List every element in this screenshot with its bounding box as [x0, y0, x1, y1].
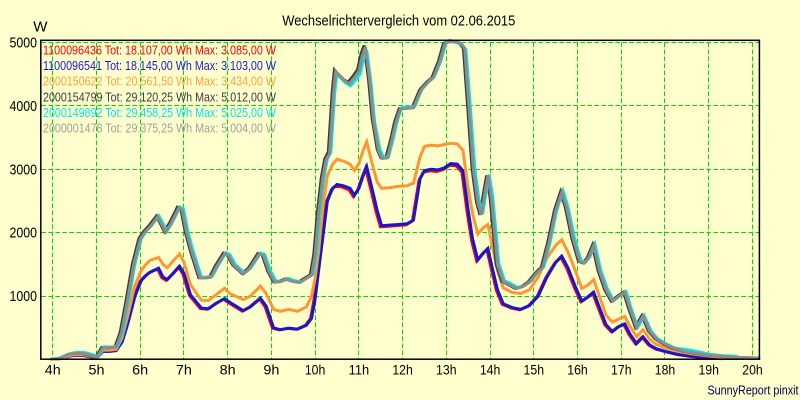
- svg-text:17h: 17h: [611, 362, 632, 378]
- svg-text:5h: 5h: [89, 362, 105, 378]
- svg-text:10h: 10h: [305, 362, 326, 378]
- svg-text:2000150622 Tot: 20.561,50 Wh M: 2000150622 Tot: 20.561,50 Wh Max: 3.434,…: [43, 75, 276, 89]
- svg-text:14h: 14h: [480, 362, 501, 378]
- svg-text:4000: 4000: [10, 98, 38, 115]
- svg-text:5000: 5000: [10, 35, 38, 52]
- svg-text:2000001478 Tot: 29.375,25 Wh M: 2000001478 Tot: 29.375,25 Wh Max: 5.004,…: [43, 122, 276, 136]
- svg-text:8h: 8h: [220, 362, 236, 378]
- svg-text:4h: 4h: [45, 362, 61, 378]
- svg-text:19h: 19h: [698, 362, 719, 378]
- svg-text:SunnyReport pinxit: SunnyReport pinxit: [708, 383, 799, 398]
- svg-text:2000: 2000: [10, 225, 38, 242]
- svg-text:2000149892 Tot: 29.458,25 Wh M: 2000149892 Tot: 29.458,25 Wh Max: 5.025,…: [43, 106, 276, 120]
- svg-text:1100096436 Tot: 18.107,00 Wh M: 1100096436 Tot: 18.107,00 Wh Max: 3.085,…: [43, 44, 276, 58]
- svg-text:16h: 16h: [567, 362, 588, 378]
- svg-text:2000154799 Tot: 29.120,25 Wh M: 2000154799 Tot: 29.120,25 Wh Max: 5.012,…: [43, 90, 276, 104]
- svg-text:15h: 15h: [524, 362, 545, 378]
- svg-text:W: W: [33, 19, 48, 36]
- svg-text:1100096541 Tot: 18.145,00 Wh M: 1100096541 Tot: 18.145,00 Wh Max: 3.103,…: [43, 59, 276, 73]
- svg-text:20h: 20h: [742, 362, 763, 378]
- svg-text:Wechselrichtervergleich vom 02: Wechselrichtervergleich vom 02.06.2015: [282, 13, 515, 29]
- svg-text:9h: 9h: [263, 362, 279, 378]
- svg-text:3000: 3000: [10, 161, 38, 178]
- svg-text:11h: 11h: [349, 362, 370, 378]
- svg-text:7h: 7h: [176, 362, 192, 378]
- svg-text:12h: 12h: [392, 362, 413, 378]
- svg-text:1000: 1000: [10, 288, 38, 305]
- svg-text:6h: 6h: [132, 362, 148, 378]
- svg-text:13h: 13h: [436, 362, 457, 378]
- svg-text:18h: 18h: [655, 362, 676, 378]
